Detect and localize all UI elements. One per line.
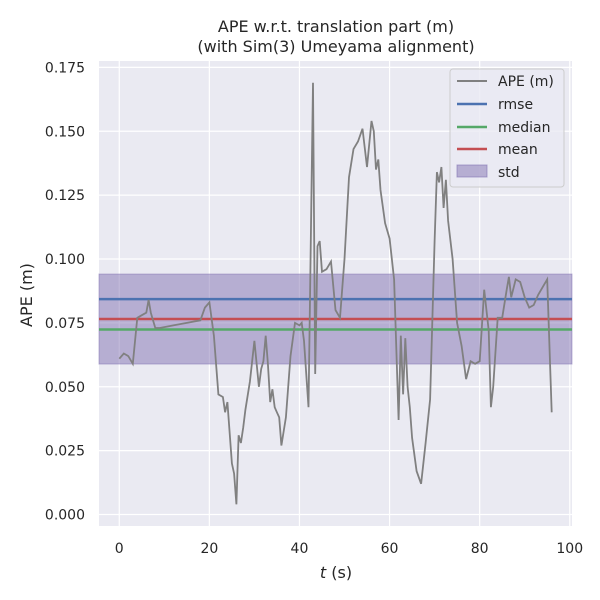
legend-box	[449, 68, 565, 188]
y-tick-label: 0.050	[45, 380, 85, 396]
y-tick-label: 0.000	[45, 508, 85, 524]
y-tick-label: 0.175	[45, 60, 85, 76]
y-tick-labels: 0.000 0.025 0.050 0.075 0.100 0.125 0.150 0.175	[45, 60, 85, 523]
y-tick-label: 0.075	[45, 316, 85, 332]
legend-label-std: std	[498, 165, 520, 181]
x-tick-label: 80	[471, 541, 489, 557]
x-axis-label-unit: (s)	[326, 563, 352, 582]
x-tick-labels: 0 20 40 60 80 100	[115, 541, 583, 557]
legend-label-median: median	[498, 120, 550, 136]
x-tick-label: 100	[556, 541, 583, 557]
y-axis-label: APE (m)	[17, 263, 36, 327]
legend-label-rmse: rmse	[498, 97, 533, 113]
legend-label-ape: APE (m)	[498, 74, 554, 90]
y-tick-label: 0.100	[45, 252, 85, 268]
ape-series-line	[118, 82, 553, 505]
y-tick-label: 0.025	[45, 444, 85, 460]
y-tick-label: 0.150	[45, 124, 85, 140]
chart-subtitle: (with Sim(3) Umeyama alignment)	[197, 37, 474, 56]
y-tick-label: 0.125	[45, 188, 85, 204]
x-axis-label: t (s)	[320, 563, 352, 582]
x-tick-label: 40	[291, 541, 309, 557]
x-axis-label-variable: t	[320, 563, 327, 582]
x-tick-label: 60	[381, 541, 399, 557]
legend: APE (m) rmse median mean std	[449, 68, 565, 188]
x-tick-label: 20	[200, 541, 218, 557]
chart-title: APE w.r.t. translation part (m)	[218, 17, 454, 36]
legend-swatch-std	[456, 164, 488, 178]
legend-label-mean: mean	[498, 142, 538, 158]
x-tick-label: 0	[115, 541, 124, 557]
